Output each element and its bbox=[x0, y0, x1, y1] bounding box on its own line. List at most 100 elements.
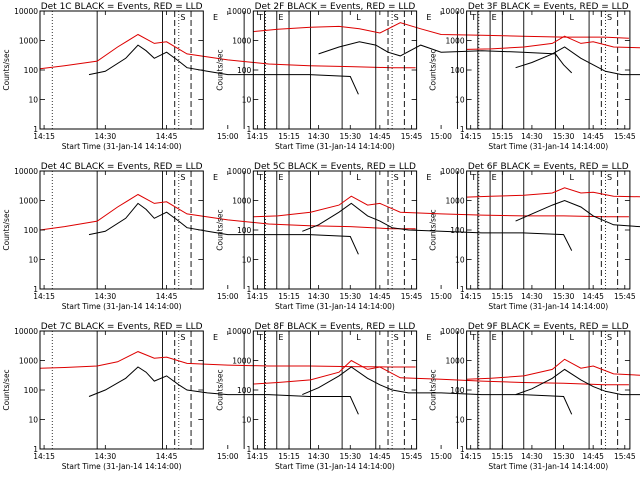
x-tick-label: 15:15 bbox=[492, 132, 514, 141]
panel-title: Det 1C BLACK = Events, RED = LLD bbox=[41, 2, 203, 12]
y-tick-label: 100 bbox=[24, 226, 39, 235]
plot-frame bbox=[39, 170, 204, 290]
y-tick-label: 1 bbox=[247, 285, 252, 294]
x-tick-label: 14:30 bbox=[308, 292, 330, 301]
lld-series-line bbox=[466, 358, 640, 380]
x-tick-label: 14:30 bbox=[95, 132, 117, 141]
y-tick-label: 10 bbox=[242, 96, 252, 105]
x-tick-label: 14:15 bbox=[460, 132, 482, 141]
x-tick-label: 14:15 bbox=[460, 452, 482, 461]
flag-label: E bbox=[213, 333, 218, 342]
lld-series-line bbox=[466, 35, 640, 50]
y-axis-label: Counts/sec bbox=[429, 49, 438, 90]
flag-label: S bbox=[180, 13, 185, 22]
y-tick-label: 10000 bbox=[227, 327, 251, 336]
x-tick-label: 15:30 bbox=[553, 452, 575, 461]
flag-label: E bbox=[278, 13, 283, 22]
x-tick-label: 15:45 bbox=[401, 292, 423, 301]
flag-label: E bbox=[278, 333, 283, 342]
y-tick-label: 100 bbox=[450, 386, 465, 395]
lld-series-line bbox=[466, 187, 640, 198]
y-tick-label: 100 bbox=[24, 66, 39, 75]
lld-series-line bbox=[39, 351, 416, 369]
y-axis-label: Counts/sec bbox=[429, 209, 438, 250]
x-axis-label: Start Time (31-Jan-14 14:14:00) bbox=[275, 302, 395, 311]
flag-label: E bbox=[426, 333, 431, 342]
x-tick-label: 15:00 bbox=[430, 292, 452, 301]
y-tick-label: 100 bbox=[450, 66, 465, 75]
x-tick-label: 14:45 bbox=[582, 292, 604, 301]
y-tick-label: 1 bbox=[460, 445, 465, 454]
events-series-line bbox=[88, 202, 359, 255]
x-axis-label: Start Time (31-Jan-14 14:14:00) bbox=[62, 142, 182, 151]
y-tick-label: 10000 bbox=[227, 7, 251, 16]
lld-series-line bbox=[253, 22, 629, 39]
x-tick-label: 14:30 bbox=[95, 452, 117, 461]
flag-label: S bbox=[180, 333, 185, 342]
x-tick-label: 15:15 bbox=[278, 132, 300, 141]
x-tick-label: 14:45 bbox=[582, 452, 604, 461]
flag-label: L bbox=[570, 173, 575, 182]
y-axis-label: Counts/sec bbox=[215, 49, 224, 90]
flag-label: L bbox=[356, 173, 361, 182]
flag-label: L bbox=[356, 13, 361, 22]
x-tick-label: 15:00 bbox=[217, 292, 239, 301]
panel-title: Det 3F BLACK = Events, RED = LLD bbox=[468, 2, 629, 12]
x-axis-label: Start Time (31-Jan-14 14:14:00) bbox=[62, 462, 182, 471]
x-tick-label: 14:45 bbox=[369, 452, 391, 461]
x-tick-label: 15:45 bbox=[401, 452, 423, 461]
y-tick-label: 1000 bbox=[446, 37, 465, 46]
y-tick-label: 1 bbox=[33, 125, 38, 134]
y-axis-label: Counts/sec bbox=[215, 209, 224, 250]
y-tick-label: 1000 bbox=[232, 197, 251, 206]
y-tick-label: 10000 bbox=[441, 327, 465, 336]
x-tick-label: 15:30 bbox=[553, 132, 575, 141]
flag-label: S bbox=[607, 13, 612, 22]
y-tick-label: 1 bbox=[460, 285, 465, 294]
x-tick-label: 14:30 bbox=[521, 132, 543, 141]
x-tick-label: 15:00 bbox=[217, 132, 239, 141]
lld-series-line bbox=[253, 359, 629, 386]
y-tick-label: 10 bbox=[455, 416, 465, 425]
x-tick-label: 15:45 bbox=[401, 132, 423, 141]
y-axis-label: Counts/sec bbox=[429, 369, 438, 410]
flag-label: E bbox=[426, 13, 431, 22]
flag-label: S bbox=[394, 13, 399, 22]
x-tick-label: 15:00 bbox=[430, 132, 452, 141]
x-tick-label: 14:15 bbox=[33, 132, 55, 141]
x-axis-label: Start Time (31-Jan-14 14:14:00) bbox=[62, 302, 182, 311]
x-tick-label: 14:45 bbox=[156, 452, 178, 461]
x-axis-label: Start Time (31-Jan-14 14:14:00) bbox=[275, 462, 395, 471]
plot-frame bbox=[466, 10, 631, 130]
x-tick-label: 14:15 bbox=[247, 292, 269, 301]
panel-1: S E T E L Det 1C BLACK = Events, RED = LLD 14:… bbox=[2, 2, 423, 151]
plot-frame bbox=[39, 10, 204, 130]
y-tick-label: 100 bbox=[450, 226, 465, 235]
y-tick-label: 1000 bbox=[232, 357, 251, 366]
plot-frame bbox=[466, 330, 631, 450]
x-tick-label: 14:30 bbox=[95, 292, 117, 301]
y-tick-label: 100 bbox=[24, 386, 39, 395]
y-tick-label: 10000 bbox=[14, 7, 38, 16]
flag-label: T bbox=[257, 333, 263, 342]
x-tick-label: 15:15 bbox=[278, 292, 300, 301]
flag-label: E bbox=[426, 173, 431, 182]
y-tick-label: 10 bbox=[455, 96, 465, 105]
x-tick-label: 14:15 bbox=[33, 452, 55, 461]
y-tick-label: 1000 bbox=[446, 197, 465, 206]
x-tick-label: 15:00 bbox=[217, 452, 239, 461]
flag-label: L bbox=[356, 333, 361, 342]
x-tick-label: 14:30 bbox=[308, 132, 330, 141]
y-axis-label: Counts/sec bbox=[2, 369, 11, 410]
x-axis-label: Start Time (31-Jan-14 14:14:00) bbox=[488, 462, 608, 471]
flag-label: S bbox=[394, 173, 399, 182]
events-series-line bbox=[302, 366, 573, 415]
y-tick-label: 10000 bbox=[441, 167, 465, 176]
x-tick-label: 15:15 bbox=[278, 452, 300, 461]
flag-label: S bbox=[607, 173, 612, 182]
plot-frame bbox=[252, 170, 418, 290]
flag-label: L bbox=[570, 13, 575, 22]
panel-title: Det 7C BLACK = Events, RED = LLD bbox=[41, 322, 203, 332]
